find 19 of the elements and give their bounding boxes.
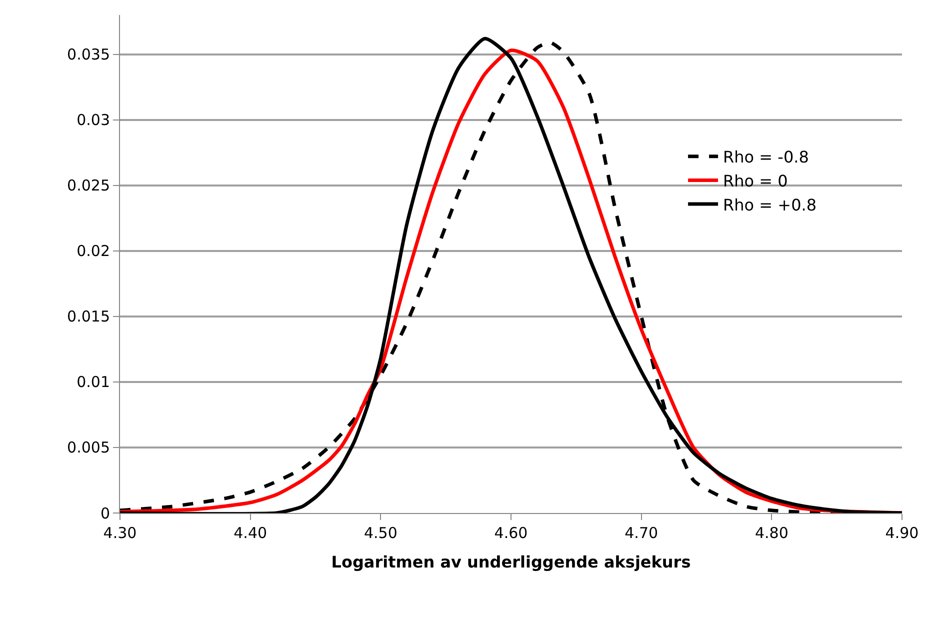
legend-label: Rho = 0 — [723, 171, 788, 190]
y-tick-label: 0.035 — [67, 46, 110, 64]
legend-label: Rho = +0.8 — [723, 195, 817, 214]
y-tick-label: 0.015 — [67, 308, 110, 326]
x-tick-label: 4.30 — [103, 524, 137, 542]
x-tick-label: 4.80 — [754, 524, 788, 542]
x-tick-label: 4.70 — [624, 524, 658, 542]
y-tick-label: 0.01 — [76, 373, 110, 392]
x-tick-label: 4.50 — [364, 524, 398, 542]
x-axis-title: Logaritmen av underliggende aksjekurs — [331, 552, 691, 572]
y-tick-label: 0 — [100, 504, 110, 522]
y-tick-label: 0.025 — [67, 176, 110, 195]
y-tick-label: 0.03 — [76, 111, 110, 130]
x-tick-label: 4.90 — [885, 524, 919, 542]
legend-label: Rho = -0.8 — [723, 148, 809, 167]
x-tick-label: 4.60 — [494, 524, 528, 542]
y-tick-label: 0.02 — [76, 242, 110, 260]
x-tick-label: 4.40 — [234, 524, 268, 542]
y-tick-label: 0.005 — [67, 438, 110, 457]
